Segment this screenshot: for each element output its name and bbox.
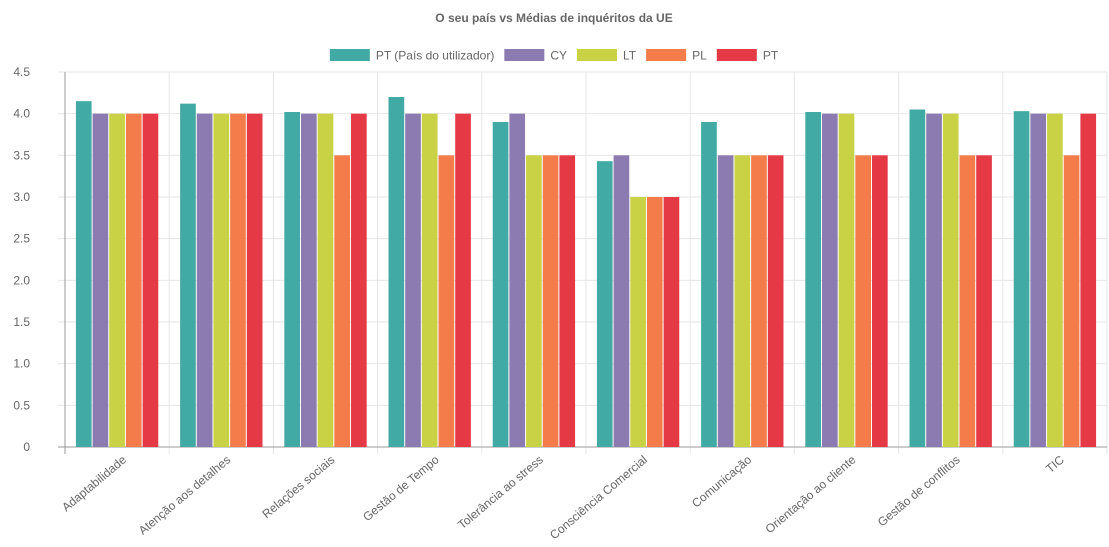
bar[interactable] (334, 155, 351, 448)
bar[interactable] (613, 155, 630, 448)
x-tick-label: Tolerância ao stress (455, 453, 546, 532)
legend-item[interactable]: PT (716, 49, 779, 63)
bar[interactable] (388, 97, 405, 447)
legend-label: LT (623, 49, 637, 63)
y-tick-label: 1.0 (13, 357, 30, 371)
y-tick-label: 1.5 (13, 315, 30, 329)
x-tick-label: Consciência Comercial (547, 453, 650, 543)
bar[interactable] (701, 122, 717, 447)
x-tick-label: Gestão de Tempo (360, 452, 442, 524)
bar[interactable] (717, 155, 734, 448)
bar[interactable] (559, 155, 576, 448)
x-tick-label: Relações sociais (259, 453, 337, 522)
bar[interactable] (92, 113, 109, 448)
legend-label: PT (País do utilizador) (376, 49, 495, 63)
legend[interactable]: PT (País do utilizador) CY LT PL PT (329, 49, 779, 63)
legend-item[interactable]: PT (País do utilizador) (329, 49, 495, 63)
bar[interactable] (1047, 113, 1063, 448)
bar[interactable] (926, 113, 942, 448)
bar[interactable] (942, 113, 959, 448)
y-tick-label: 4.0 (13, 107, 30, 121)
bar[interactable] (125, 113, 142, 448)
x-tick-label: Atenção aos detalhes (136, 453, 233, 538)
bar[interactable] (421, 113, 438, 448)
bar[interactable] (976, 155, 992, 448)
bar[interactable] (196, 113, 213, 448)
bar[interactable] (300, 113, 317, 448)
y-tick-label: 2.5 (13, 232, 30, 246)
legend-swatch (504, 49, 545, 61)
legend-item[interactable]: CY (504, 49, 567, 63)
bar[interactable] (646, 197, 663, 447)
legend-label: PT (763, 49, 779, 63)
bar[interactable] (872, 155, 888, 448)
bar[interactable] (246, 113, 263, 448)
bar[interactable] (526, 155, 542, 448)
bar[interactable] (492, 122, 509, 447)
legend-label: PL (692, 49, 707, 63)
bar[interactable] (109, 113, 125, 448)
bar[interactable] (734, 155, 751, 448)
x-tick-label: Comunicação (689, 452, 754, 510)
bar-series-group[interactable] (75, 97, 1097, 448)
legend-item[interactable]: PL (646, 49, 707, 63)
bar[interactable] (663, 197, 680, 447)
bar[interactable] (284, 112, 300, 447)
y-tick-label: 0 (23, 440, 30, 454)
bar[interactable] (405, 113, 421, 448)
y-tick-label: 3.5 (13, 148, 30, 162)
y-tick-label: 4.5 (13, 65, 30, 79)
bar[interactable] (455, 113, 471, 448)
legend-swatch (716, 49, 757, 61)
bar[interactable] (317, 113, 334, 448)
legend-label: CY (550, 49, 567, 63)
bar[interactable] (1013, 111, 1030, 448)
legend-swatch (646, 49, 687, 61)
bar[interactable] (1080, 113, 1097, 448)
bar[interactable] (805, 112, 821, 447)
legend-item[interactable]: LT (577, 49, 637, 63)
bar[interactable] (230, 113, 246, 448)
x-tick-label: Orientação ao cliente (763, 452, 859, 536)
y-tick-label: 3.0 (13, 190, 30, 204)
chart-title: O seu país vs Médias de inquéritos da UE (435, 11, 672, 25)
bar[interactable] (767, 155, 784, 448)
bar[interactable] (596, 161, 613, 447)
bar[interactable] (75, 101, 92, 448)
bar[interactable] (1063, 155, 1080, 448)
bar[interactable] (213, 113, 230, 448)
bar[interactable] (838, 113, 855, 448)
bar[interactable] (1030, 113, 1047, 448)
x-tick-label: Adaptabilidade (59, 452, 129, 514)
bar[interactable] (542, 155, 559, 448)
bar[interactable] (630, 197, 646, 447)
bar[interactable] (142, 113, 159, 448)
y-tick-label: 0.5 (13, 398, 30, 412)
bar[interactable] (909, 109, 926, 448)
x-tick-label: TIC (1043, 452, 1067, 475)
bar[interactable] (180, 103, 196, 448)
bar[interactable] (959, 155, 976, 448)
y-tick-label: 2.0 (13, 273, 30, 287)
legend-swatch (577, 49, 618, 61)
legend-swatch (329, 49, 370, 61)
bar[interactable] (351, 113, 367, 448)
bar[interactable] (751, 155, 767, 448)
bar[interactable] (509, 113, 526, 448)
bar[interactable] (438, 155, 455, 448)
bar[interactable] (821, 113, 838, 448)
x-tick-label: Gestão de conflitos (875, 453, 963, 530)
x-axis: Adaptabilidade Atenção aos detalhes Relaçõ… (59, 452, 1067, 542)
bar[interactable] (855, 155, 872, 448)
